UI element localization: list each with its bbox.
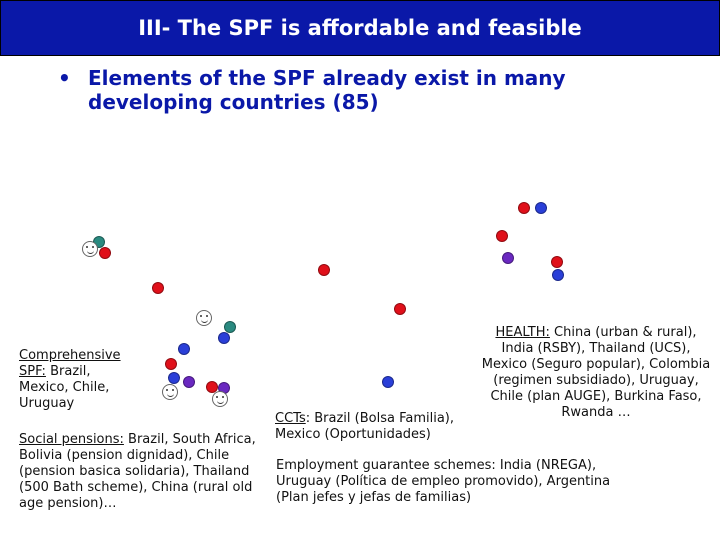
health-note: HEALTH: China (urban & rural), India (RS… [480, 325, 712, 421]
dot-red [318, 264, 330, 276]
dot-purple [183, 376, 195, 388]
dot-red [99, 247, 111, 259]
dot-blue [382, 376, 394, 388]
smiley-face-icon [196, 310, 212, 326]
cct-note: CCTs: Brazil (Bolsa Familia), Mexico (Op… [275, 411, 480, 443]
employment-note: Employment guarantee schemes: India (NRE… [276, 458, 636, 506]
comprehensive-spf-text: Brazil, Mexico, Chile, Uruguay [19, 364, 110, 411]
health-text: China (urban & rural), India (RSBY), Tha… [481, 325, 711, 420]
dot-blue [218, 332, 230, 344]
health-label: HEALTH: [495, 325, 550, 340]
employment-text: Employment guarantee schemes: India (NRE… [276, 458, 611, 505]
dot-red [551, 256, 563, 268]
cct-label: CCTs [275, 411, 306, 426]
smiley-face-icon [212, 391, 228, 407]
dot-red [206, 381, 218, 393]
smiley-face-icon [162, 384, 178, 400]
dot-blue [178, 343, 190, 355]
bullet-point: • Elements of the SPF already exist in m… [58, 66, 678, 114]
bullet-dot-icon: • [58, 66, 71, 90]
slide-title-bar: III- The SPF is affordable and feasible [0, 0, 720, 56]
dot-red [496, 230, 508, 242]
dot-purple [502, 252, 514, 264]
cct-text: : Brazil (Bolsa Familia), Mexico (Oportu… [275, 411, 454, 442]
social-pensions-note: Social pensions: Brazil, South Africa, B… [19, 432, 267, 512]
dot-blue [552, 269, 564, 281]
comprehensive-spf-note: Comprehensive SPF: Brazil, Mexico, Chile… [19, 348, 134, 412]
dot-red [394, 303, 406, 315]
dot-blue [535, 202, 547, 214]
dot-teal [224, 321, 236, 333]
smiley-face-icon [82, 241, 98, 257]
dot-blue [168, 372, 180, 384]
dot-red [518, 202, 530, 214]
dot-red [165, 358, 177, 370]
dot-red [152, 282, 164, 294]
social-pensions-label: Social pensions: [19, 432, 124, 447]
bullet-text: Elements of the SPF already exist in man… [88, 66, 566, 114]
slide-title: III- The SPF is affordable and feasible [138, 16, 582, 40]
social-pensions-text: Brazil, South Africa, Bolivia (pension d… [19, 432, 256, 511]
comprehensive-spf-label: Comprehensive SPF: [19, 348, 121, 379]
